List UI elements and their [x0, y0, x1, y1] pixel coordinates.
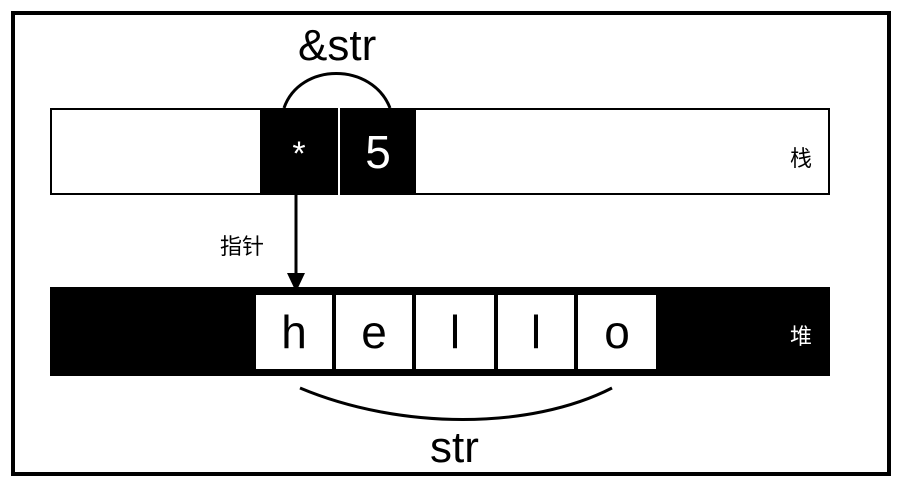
stack-length-cell: 5 — [340, 108, 416, 195]
stack-bar — [50, 108, 830, 195]
heap-label: 堆 — [790, 325, 813, 350]
diagram-frame — [11, 11, 891, 476]
stack-pointer-cell: * — [260, 108, 338, 195]
reference-brace — [282, 72, 392, 109]
stack-label: 栈 — [790, 147, 813, 172]
pointer-label: 指针 — [220, 235, 265, 260]
slice-label: str — [430, 423, 479, 472]
heap-cell-e: e — [334, 293, 414, 371]
heap-char: h — [281, 306, 307, 358]
heap-char: e — [361, 306, 387, 358]
heap-char: o — [604, 306, 630, 358]
heap-cell-l2: l — [496, 293, 576, 371]
heap-cell-o: o — [576, 293, 658, 371]
stack-length-value: 5 — [365, 125, 391, 178]
reference-label: &str — [298, 21, 377, 70]
slice-brace — [299, 386, 613, 421]
heap-char: l — [530, 306, 542, 358]
heap-cell-l1: l — [414, 293, 496, 371]
stack-cell-divider — [338, 108, 340, 195]
heap-cell-h: h — [254, 293, 334, 371]
pointer-arrow-head — [287, 273, 305, 292]
stack-pointer-symbol: * — [292, 135, 306, 173]
heap-char: l — [449, 306, 461, 358]
